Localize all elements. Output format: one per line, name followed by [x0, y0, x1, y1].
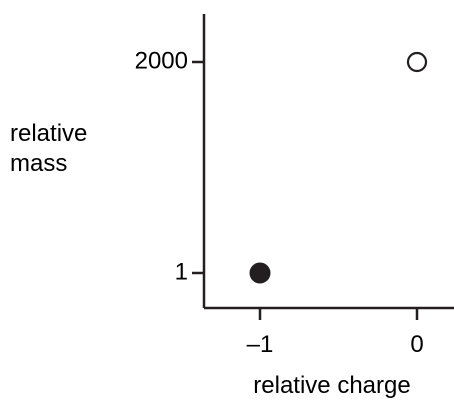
x-tick-label: –1 [247, 331, 274, 358]
y-axis-label-line-2: mass [10, 150, 67, 177]
data-point-electron [249, 262, 271, 284]
data-point-proton [406, 51, 428, 73]
y-tick-label: 1 [175, 258, 188, 285]
y-axis-label-line-1: relative [10, 120, 87, 147]
x-axis-label: relative charge [253, 372, 410, 399]
x-tick-label: 0 [410, 331, 423, 358]
y-tick-label: 2000 [135, 47, 188, 74]
